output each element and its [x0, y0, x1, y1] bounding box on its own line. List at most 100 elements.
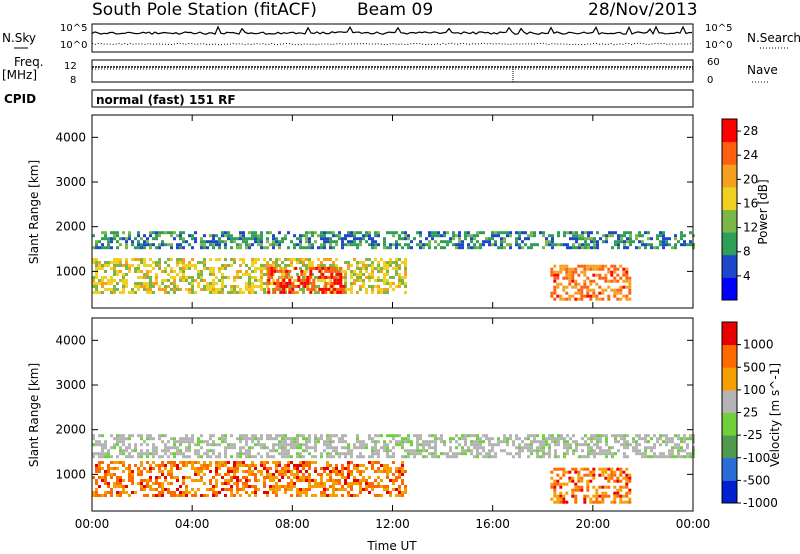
heatmap-cell	[605, 434, 608, 438]
heatmap-cell	[296, 476, 299, 479]
heatmap-cell	[416, 452, 419, 456]
heatmap-cell	[326, 434, 329, 438]
heatmap-cell	[116, 282, 119, 285]
heatmap-cell	[224, 494, 227, 497]
heatmap-cell	[404, 440, 407, 444]
heatmap-cell	[257, 437, 260, 441]
heatmap-cell	[626, 434, 629, 438]
heatmap-cell	[266, 491, 269, 494]
heatmap-cell	[515, 446, 518, 450]
heatmap-cell	[401, 491, 404, 494]
heatmap-cell	[338, 270, 341, 273]
heatmap-cell	[149, 488, 152, 491]
heatmap-cell	[422, 443, 425, 447]
heatmap-cell	[545, 237, 548, 241]
heatmap-cell	[619, 488, 623, 492]
heatmap-cell	[182, 491, 185, 494]
heatmap-cell	[101, 449, 104, 453]
heatmap-cell	[116, 437, 119, 441]
heatmap-cell	[336, 281, 340, 285]
heatmap-cell	[365, 276, 368, 279]
heatmap-cell	[212, 291, 215, 294]
heatmap-cell	[482, 440, 485, 444]
heatmap-cell	[565, 491, 569, 495]
heatmap-cell	[422, 455, 425, 459]
heatmap-cell	[347, 443, 350, 447]
heatmap-cell	[410, 449, 413, 453]
heatmap-cell	[149, 434, 152, 438]
heatmap-cell	[365, 234, 368, 238]
heatmap-cell	[583, 497, 587, 501]
heatmap-cell	[140, 270, 143, 273]
heatmap-cell	[548, 240, 551, 244]
heatmap-cell	[323, 237, 326, 241]
heatmap-cell	[275, 461, 278, 464]
heatmap-cell	[188, 234, 191, 238]
heatmap-cell	[248, 291, 251, 294]
heatmap-cell	[577, 288, 581, 292]
heatmap-cell	[101, 461, 104, 464]
heatmap-cell	[116, 234, 119, 238]
heatmap-cell	[371, 452, 374, 456]
heatmap-cell	[308, 452, 311, 456]
heatmap-cell	[641, 240, 644, 244]
heatmap-cell	[176, 494, 179, 497]
heatmap-cell	[446, 231, 449, 235]
heatmap-cell	[272, 264, 275, 267]
heatmap-cell	[452, 455, 455, 459]
colorbar-swatch	[722, 480, 737, 504]
heatmap-cell	[622, 273, 626, 277]
heatmap-cell	[257, 258, 260, 261]
heatmap-cell	[539, 449, 542, 453]
heatmap-cell	[350, 291, 353, 294]
heatmap-cell	[665, 237, 668, 241]
heatmap-cell	[128, 434, 131, 438]
heatmap-cell	[239, 246, 242, 250]
heatmap-cell	[449, 446, 452, 450]
heatmap-cell	[200, 494, 203, 497]
heatmap-cell	[275, 437, 278, 441]
heatmap-cell	[146, 264, 149, 267]
heatmap-cell	[101, 246, 104, 250]
heatmap-cell	[401, 446, 404, 450]
heatmap-cell	[635, 440, 638, 444]
heatmap-cell	[119, 279, 122, 282]
heatmap-cell	[395, 285, 398, 288]
heatmap-cell	[312, 281, 316, 285]
heatmap-cell	[329, 258, 332, 261]
heatmap-cell	[368, 279, 371, 282]
heatmap-cell	[290, 276, 293, 279]
heatmap-cell	[233, 443, 236, 447]
heatmap-cell	[619, 473, 623, 477]
heatmap-cell	[309, 266, 313, 270]
heatmap-cell	[221, 434, 224, 438]
heatmap-cell	[598, 473, 602, 477]
heatmap-cell	[604, 470, 608, 474]
heatmap-cell	[458, 443, 461, 447]
heatmap-cell	[581, 437, 584, 441]
heatmap-cell	[656, 455, 659, 459]
heatmap-cell	[605, 455, 608, 459]
heatmap-cell	[110, 276, 113, 279]
heatmap-cell	[275, 443, 278, 447]
heatmap-cell	[359, 261, 362, 264]
heatmap-cell	[683, 434, 686, 438]
heatmap-cell	[575, 231, 578, 235]
heatmap-cell	[625, 285, 629, 289]
heatmap-cell	[293, 258, 296, 261]
heatmap-cell	[290, 440, 293, 444]
heatmap-cell	[224, 267, 227, 270]
heatmap-cell	[335, 488, 338, 491]
heatmap-cell	[119, 491, 122, 494]
heatmap-cell	[299, 234, 302, 238]
heatmap-cell	[383, 440, 386, 444]
colorbar-swatch	[722, 186, 737, 210]
heatmap-cell	[362, 446, 365, 450]
heatmap-cell	[309, 290, 313, 294]
heatmap-cell	[380, 485, 383, 488]
heatmap-cell	[395, 231, 398, 235]
heatmap-cell	[589, 288, 593, 292]
heatmap-cell	[428, 231, 431, 235]
heatmap-cell	[616, 488, 620, 492]
heatmap-cell	[110, 261, 113, 264]
